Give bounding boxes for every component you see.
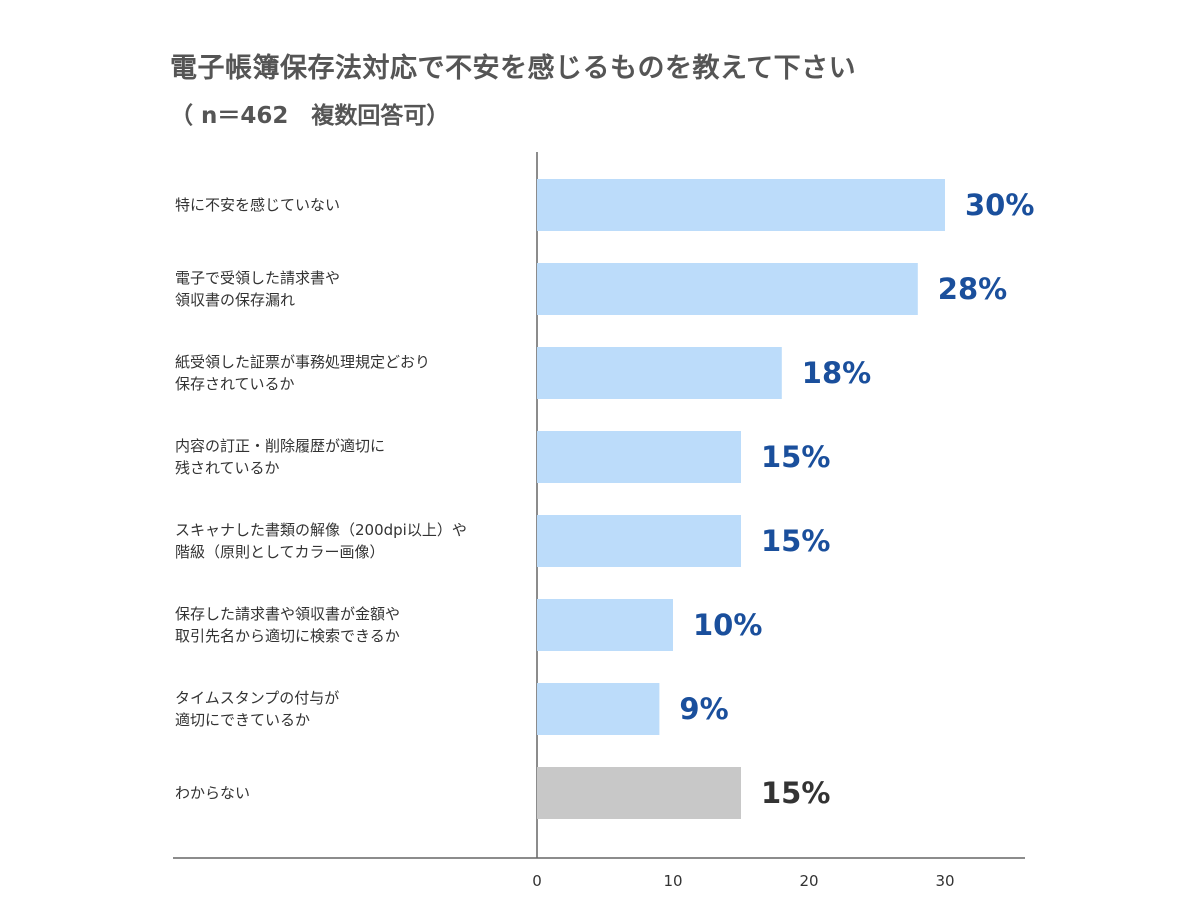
category-label: スキャナした書類の解像（200dpi以上）や [175,521,467,539]
x-tick-label: 0 [532,872,542,890]
x-tick-label: 20 [799,872,818,890]
category-label: 電子で受領した請求書や [175,269,340,287]
chart-subtitle: （ n＝462 複数回答可） [170,103,450,129]
category-label: 保存されているか [175,375,295,393]
bar [537,179,945,231]
category-label: 紙受領した証票が事務処理規定どおり [175,353,430,371]
bar [537,263,918,315]
data-label: 15% [761,440,830,474]
data-label: 9% [679,692,728,726]
bar [537,599,673,651]
data-label: 28% [938,272,1007,306]
category-label: タイムスタンプの付与が [175,689,339,707]
category-label: 適切にできているか [175,711,310,729]
bar [537,347,782,399]
data-label: 10% [693,608,762,642]
data-label: 15% [761,776,830,810]
category-label: わからない [175,784,250,802]
bar [537,683,660,735]
category-label: 取引先名から適切に検索できるか [175,627,400,645]
category-label: 階級（原則としてカラー画像） [175,543,385,561]
x-tick-label: 30 [935,872,954,890]
data-label: 18% [802,356,871,390]
category-label: 残されているか [175,459,280,477]
data-label: 15% [761,524,830,558]
category-label: 保存した請求書や領収書が金額や [175,605,400,623]
chart-title: 電子帳簿保存法対応で不安を感じるものを教えて下さい [170,53,857,84]
bar [537,515,741,567]
category-label: 内容の訂正・削除履歴が適切に [175,437,385,455]
x-tick-label: 10 [663,872,682,890]
bar [537,767,741,819]
category-label: 領収書の保存漏れ [175,291,295,309]
category-label: 特に不安を感じていない [175,196,340,214]
bar [537,431,741,483]
data-label: 30% [965,188,1034,222]
